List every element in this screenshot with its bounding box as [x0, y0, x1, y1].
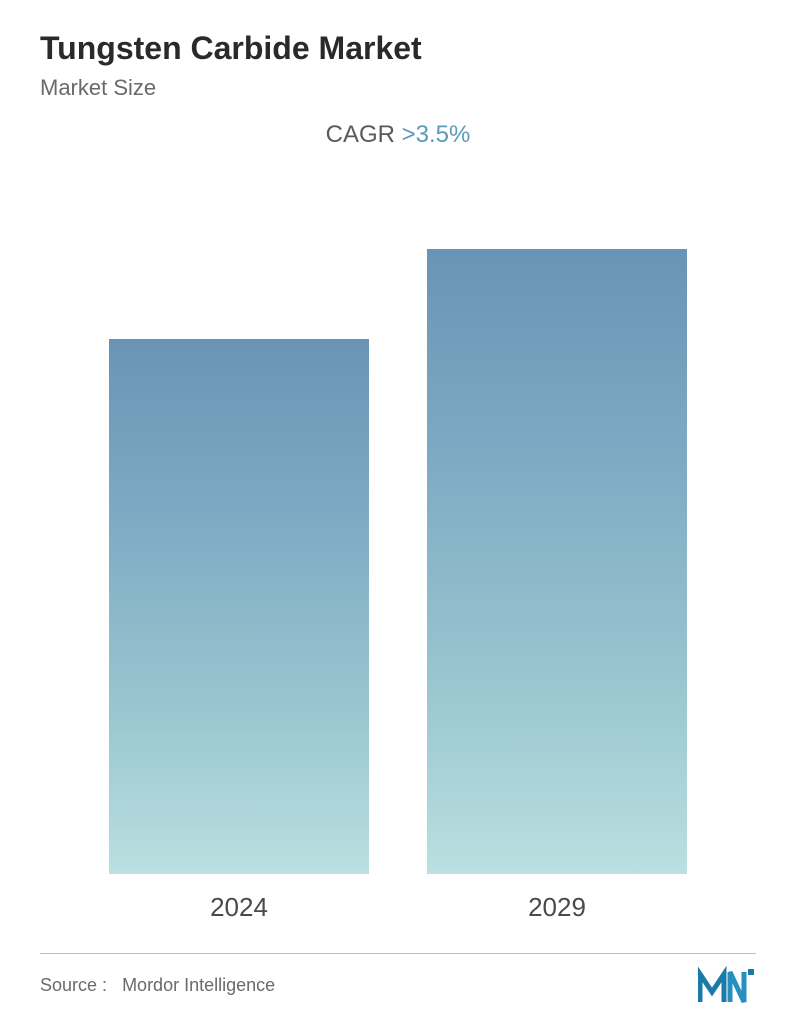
- cagr-indicator: CAGR >3.5%: [40, 121, 756, 149]
- mordor-logo-icon: [698, 966, 756, 1004]
- bar-label: 2029: [528, 892, 586, 923]
- bar-2029: [427, 249, 687, 874]
- cagr-label: CAGR: [326, 121, 395, 148]
- chart-subtitle: Market Size: [40, 75, 756, 101]
- bar-chart: 2024 2029: [40, 159, 756, 923]
- cagr-value: >3.5%: [402, 121, 471, 148]
- bar-group: 2024: [99, 339, 379, 923]
- bar-2024: [109, 339, 369, 874]
- source-attribution: Source : Mordor Intelligence: [40, 975, 275, 996]
- bar-label: 2024: [210, 892, 268, 923]
- chart-footer: Source : Mordor Intelligence: [40, 953, 756, 1004]
- chart-title: Tungsten Carbide Market: [40, 30, 756, 67]
- bar-group: 2029: [417, 249, 697, 923]
